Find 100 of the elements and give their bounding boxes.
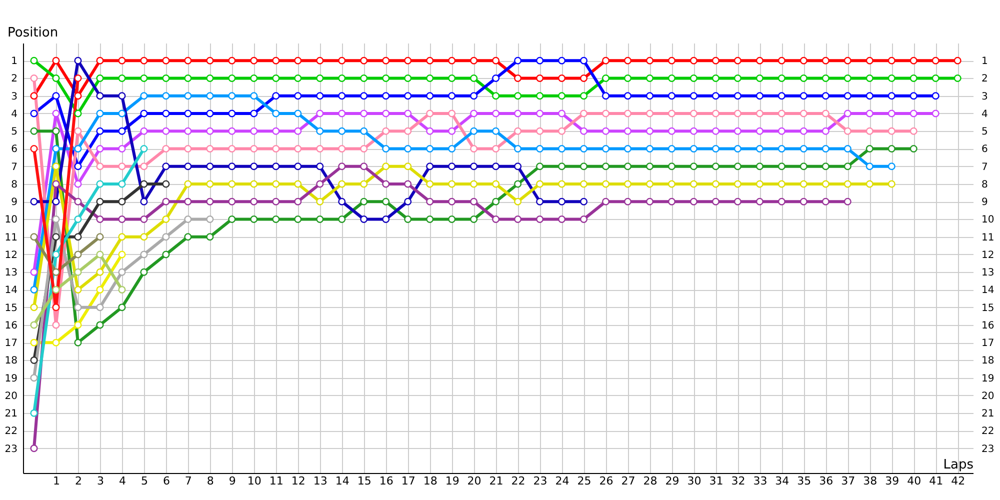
point	[74, 286, 82, 294]
x-tick-label: 26	[599, 474, 614, 488]
point	[624, 56, 632, 64]
point	[778, 56, 786, 64]
point	[602, 180, 610, 188]
point	[624, 198, 632, 206]
point	[338, 56, 346, 64]
point	[30, 92, 38, 100]
point	[888, 110, 896, 118]
point	[558, 56, 566, 64]
point	[162, 144, 170, 152]
point	[184, 92, 192, 100]
point	[888, 92, 896, 100]
point	[30, 233, 38, 241]
point	[514, 74, 522, 82]
point	[360, 127, 368, 135]
point	[30, 127, 38, 135]
point	[580, 92, 588, 100]
point	[602, 127, 610, 135]
point	[162, 215, 170, 223]
point	[844, 162, 852, 170]
point	[118, 74, 126, 82]
point	[558, 162, 566, 170]
point	[184, 215, 192, 223]
y-tick-label: 21	[4, 408, 18, 420]
point	[250, 127, 258, 135]
point	[646, 162, 654, 170]
point	[558, 127, 566, 135]
point	[162, 180, 170, 188]
point	[866, 127, 874, 135]
point	[734, 127, 742, 135]
point	[668, 110, 676, 118]
y-tick-label: 16	[4, 320, 18, 332]
point	[690, 92, 698, 100]
y2-tick-label: 9	[982, 197, 988, 208]
x-tick-label: 33	[753, 474, 768, 488]
point	[756, 127, 764, 135]
point	[712, 127, 720, 135]
point	[228, 198, 236, 206]
point	[778, 74, 786, 82]
point	[30, 110, 38, 118]
x-tick-label: 40	[907, 474, 922, 488]
point	[536, 127, 544, 135]
point	[888, 144, 896, 152]
point	[866, 92, 874, 100]
point	[118, 250, 126, 258]
point	[646, 198, 654, 206]
y2-tick-label: 12	[982, 250, 994, 261]
point	[74, 56, 82, 64]
x-tick-label: 30	[687, 474, 702, 488]
point	[74, 304, 82, 312]
point	[492, 144, 500, 152]
point	[448, 144, 456, 152]
point	[74, 233, 82, 241]
point	[602, 74, 610, 82]
y2-tick-label: 10	[982, 214, 994, 226]
point	[932, 56, 940, 64]
x-tick-label: 12	[291, 474, 306, 488]
point	[470, 74, 478, 82]
y-tick-label: 12	[4, 250, 18, 261]
point	[690, 180, 698, 188]
point	[382, 110, 390, 118]
point	[382, 198, 390, 206]
point	[382, 162, 390, 170]
point	[448, 162, 456, 170]
point	[514, 127, 522, 135]
point	[228, 144, 236, 152]
point	[580, 127, 588, 135]
point	[162, 233, 170, 241]
point	[382, 74, 390, 82]
point	[734, 162, 742, 170]
point	[492, 74, 500, 82]
point	[514, 110, 522, 118]
point	[250, 215, 258, 223]
point	[448, 74, 456, 82]
point	[954, 74, 962, 82]
point	[162, 74, 170, 82]
point	[140, 233, 148, 241]
y2-tick-label: 20	[982, 390, 994, 402]
point	[668, 162, 676, 170]
point	[756, 74, 764, 82]
point	[624, 144, 632, 152]
point	[52, 233, 60, 241]
point	[602, 198, 610, 206]
point	[492, 180, 500, 188]
point	[272, 144, 280, 152]
x-tick-label: 22	[511, 474, 526, 488]
point	[184, 198, 192, 206]
point	[844, 56, 852, 64]
point	[866, 110, 874, 118]
point	[734, 56, 742, 64]
point	[206, 74, 214, 82]
point	[316, 162, 324, 170]
point	[734, 110, 742, 118]
x-tick-label: 14	[335, 474, 350, 488]
point	[756, 144, 764, 152]
x-tick-label: 29	[665, 474, 680, 488]
point	[910, 127, 918, 135]
point	[426, 162, 434, 170]
point	[96, 56, 104, 64]
